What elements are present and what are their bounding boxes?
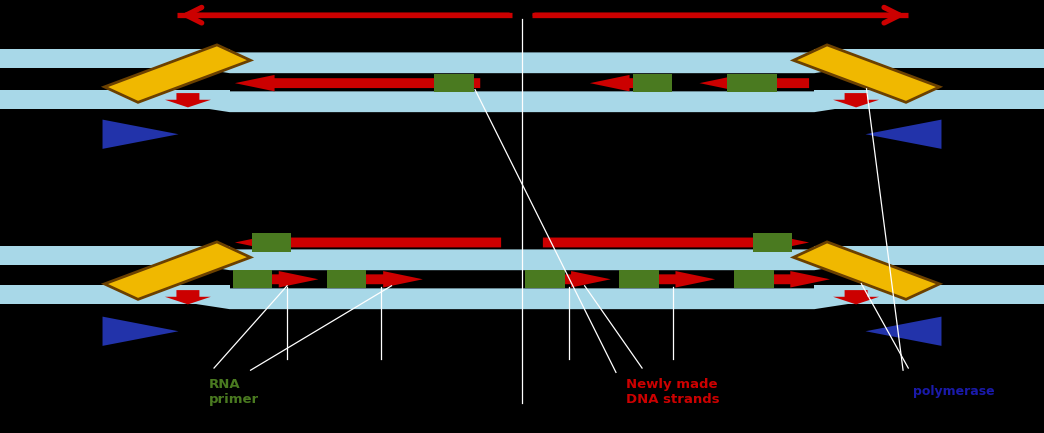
FancyBboxPatch shape xyxy=(793,45,940,102)
Bar xyxy=(327,270,366,288)
FancyBboxPatch shape xyxy=(793,242,940,299)
Bar xyxy=(814,90,1044,109)
Bar xyxy=(753,233,792,252)
FancyBboxPatch shape xyxy=(104,45,251,102)
Bar xyxy=(0,285,230,304)
Bar xyxy=(525,270,565,288)
Polygon shape xyxy=(833,93,879,107)
Text: Newly made
DNA strands: Newly made DNA strands xyxy=(626,378,720,406)
Bar xyxy=(233,270,272,288)
Polygon shape xyxy=(865,317,942,346)
Polygon shape xyxy=(865,120,942,149)
Polygon shape xyxy=(590,75,663,91)
Polygon shape xyxy=(162,288,882,309)
Bar xyxy=(814,285,1044,304)
Bar xyxy=(814,49,1044,68)
Bar xyxy=(0,246,230,265)
Bar xyxy=(434,74,474,92)
Polygon shape xyxy=(235,234,501,251)
Bar xyxy=(0,90,230,109)
Polygon shape xyxy=(102,317,179,346)
Bar xyxy=(619,270,659,288)
Polygon shape xyxy=(833,290,879,304)
Polygon shape xyxy=(240,271,318,288)
FancyBboxPatch shape xyxy=(104,242,251,299)
Polygon shape xyxy=(162,91,882,112)
Bar xyxy=(0,49,230,68)
Polygon shape xyxy=(741,271,830,288)
Bar xyxy=(734,270,774,288)
Polygon shape xyxy=(334,271,423,288)
Polygon shape xyxy=(235,75,480,91)
Text: polymerase: polymerase xyxy=(914,385,995,398)
Polygon shape xyxy=(543,234,809,251)
Polygon shape xyxy=(165,93,211,107)
Polygon shape xyxy=(162,249,882,270)
Bar xyxy=(252,233,291,252)
Bar xyxy=(737,74,777,92)
Bar xyxy=(727,74,766,92)
Text: RNA
primer: RNA primer xyxy=(209,378,259,406)
Polygon shape xyxy=(731,75,809,91)
Polygon shape xyxy=(699,75,767,91)
Polygon shape xyxy=(165,290,211,304)
Polygon shape xyxy=(626,271,715,288)
Polygon shape xyxy=(102,120,179,149)
Polygon shape xyxy=(162,52,882,73)
Polygon shape xyxy=(532,271,611,288)
Bar xyxy=(814,246,1044,265)
Bar xyxy=(633,74,672,92)
